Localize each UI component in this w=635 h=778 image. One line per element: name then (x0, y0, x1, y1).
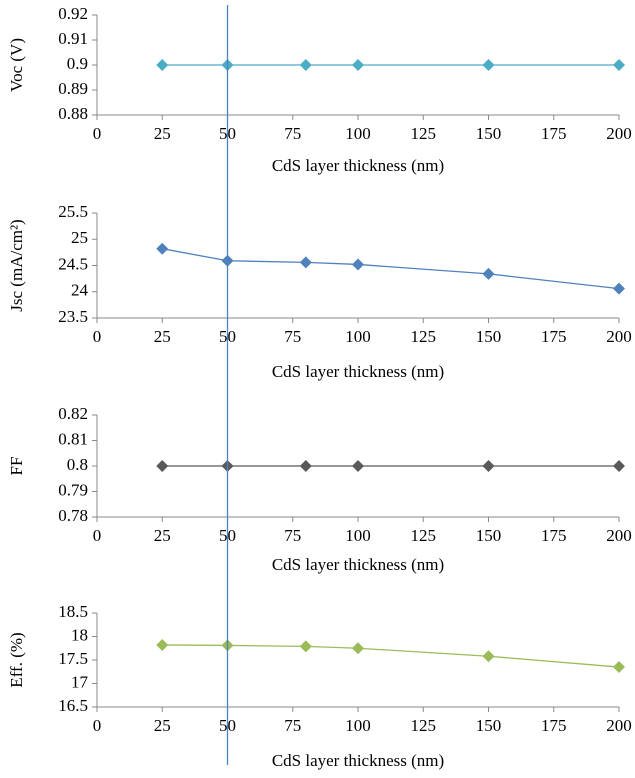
x-tick-label: 100 (345, 716, 371, 735)
data-point (352, 59, 364, 71)
y-axis-label: Voc (V) (7, 38, 26, 92)
x-tick-label: 100 (345, 526, 371, 545)
x-tick-label: 150 (476, 124, 502, 143)
x-tick-label: 75 (284, 716, 301, 735)
x-tick-label: 25 (154, 526, 171, 545)
y-tick-label: 18.5 (58, 602, 88, 621)
y-axis-label: Jsc (mA/cm²) (7, 219, 26, 311)
y-tick-label: 0.91 (58, 29, 88, 48)
y-tick-label: 0.88 (58, 104, 88, 123)
series-line (162, 248, 620, 290)
y-tick-label: 24 (71, 281, 89, 300)
y-tick-label: 25.5 (58, 202, 88, 221)
x-tick-label: 125 (411, 124, 437, 143)
x-tick-label: 125 (411, 716, 437, 735)
x-tick-label: 75 (284, 526, 301, 545)
data-point (156, 638, 169, 651)
x-tick-label: 200 (606, 716, 632, 735)
data-point (482, 460, 495, 472)
y-tick-label: 18 (71, 625, 88, 644)
x-tick-label: 175 (541, 124, 567, 143)
x-axis-label: CdS layer thickness (nm) (272, 751, 444, 770)
x-tick-label: 125 (411, 327, 437, 346)
x-tick-label: 100 (345, 124, 371, 143)
y-axis-label: FF (7, 457, 26, 476)
y-tick-label: 0.89 (58, 79, 88, 98)
data-point (299, 640, 312, 653)
x-tick-label: 175 (541, 526, 567, 545)
x-tick-label: 200 (606, 327, 632, 346)
x-tick-label: 150 (476, 327, 502, 346)
y-tick-label: 0.79 (58, 480, 88, 499)
y-axis-label: Eff. (%) (7, 632, 26, 687)
data-point (156, 59, 169, 71)
x-tick-label: 150 (476, 716, 502, 735)
y-tick-label: 17.5 (58, 649, 88, 668)
x-tick-label: 100 (345, 327, 371, 346)
data-point (156, 242, 169, 255)
data-point (482, 59, 495, 71)
y-tick-label: 0.92 (58, 4, 88, 23)
x-axis-label: CdS layer thickness (nm) (272, 362, 444, 381)
y-tick-label: 25 (71, 228, 88, 247)
data-point (613, 59, 625, 71)
y-tick-label: 0.8 (67, 455, 88, 474)
y-tick-label: 24.5 (58, 254, 88, 273)
x-tick-label: 25 (154, 124, 171, 143)
x-tick-label: 175 (541, 716, 567, 735)
x-axis-label: CdS layer thickness (nm) (272, 156, 444, 175)
y-tick-label: 16.5 (58, 696, 88, 715)
y-tick-label: 17 (71, 672, 89, 691)
data-point (299, 59, 312, 71)
data-point (299, 460, 312, 472)
y-tick-label: 23.5 (58, 307, 88, 326)
y-tick-label: 0.78 (58, 506, 88, 525)
data-point (482, 267, 495, 280)
y-tick-label: 0.9 (67, 54, 88, 73)
y-tick-label: 0.82 (58, 404, 88, 423)
y-tick-label: 0.81 (58, 429, 88, 448)
data-point (299, 256, 312, 269)
x-tick-label: 0 (93, 526, 102, 545)
data-point (352, 642, 364, 655)
x-tick-label: 0 (93, 327, 102, 346)
data-point (613, 282, 625, 295)
x-tick-label: 200 (606, 124, 632, 143)
data-point (613, 661, 625, 674)
x-tick-label: 150 (476, 526, 502, 545)
x-tick-label: 75 (284, 327, 301, 346)
x-tick-label: 25 (154, 327, 171, 346)
series-line (162, 644, 620, 668)
x-tick-label: 25 (154, 716, 171, 735)
x-tick-label: 125 (411, 526, 437, 545)
x-tick-label: 75 (284, 124, 301, 143)
data-point (482, 650, 495, 663)
data-point (352, 460, 364, 472)
x-tick-label: 0 (93, 124, 102, 143)
x-tick-label: 175 (541, 327, 567, 346)
data-point (352, 258, 364, 271)
x-tick-label: 0 (93, 716, 102, 735)
data-point (613, 460, 625, 472)
x-axis-label: CdS layer thickness (nm) (272, 555, 444, 574)
data-point (156, 460, 169, 472)
x-tick-label: 200 (606, 526, 632, 545)
